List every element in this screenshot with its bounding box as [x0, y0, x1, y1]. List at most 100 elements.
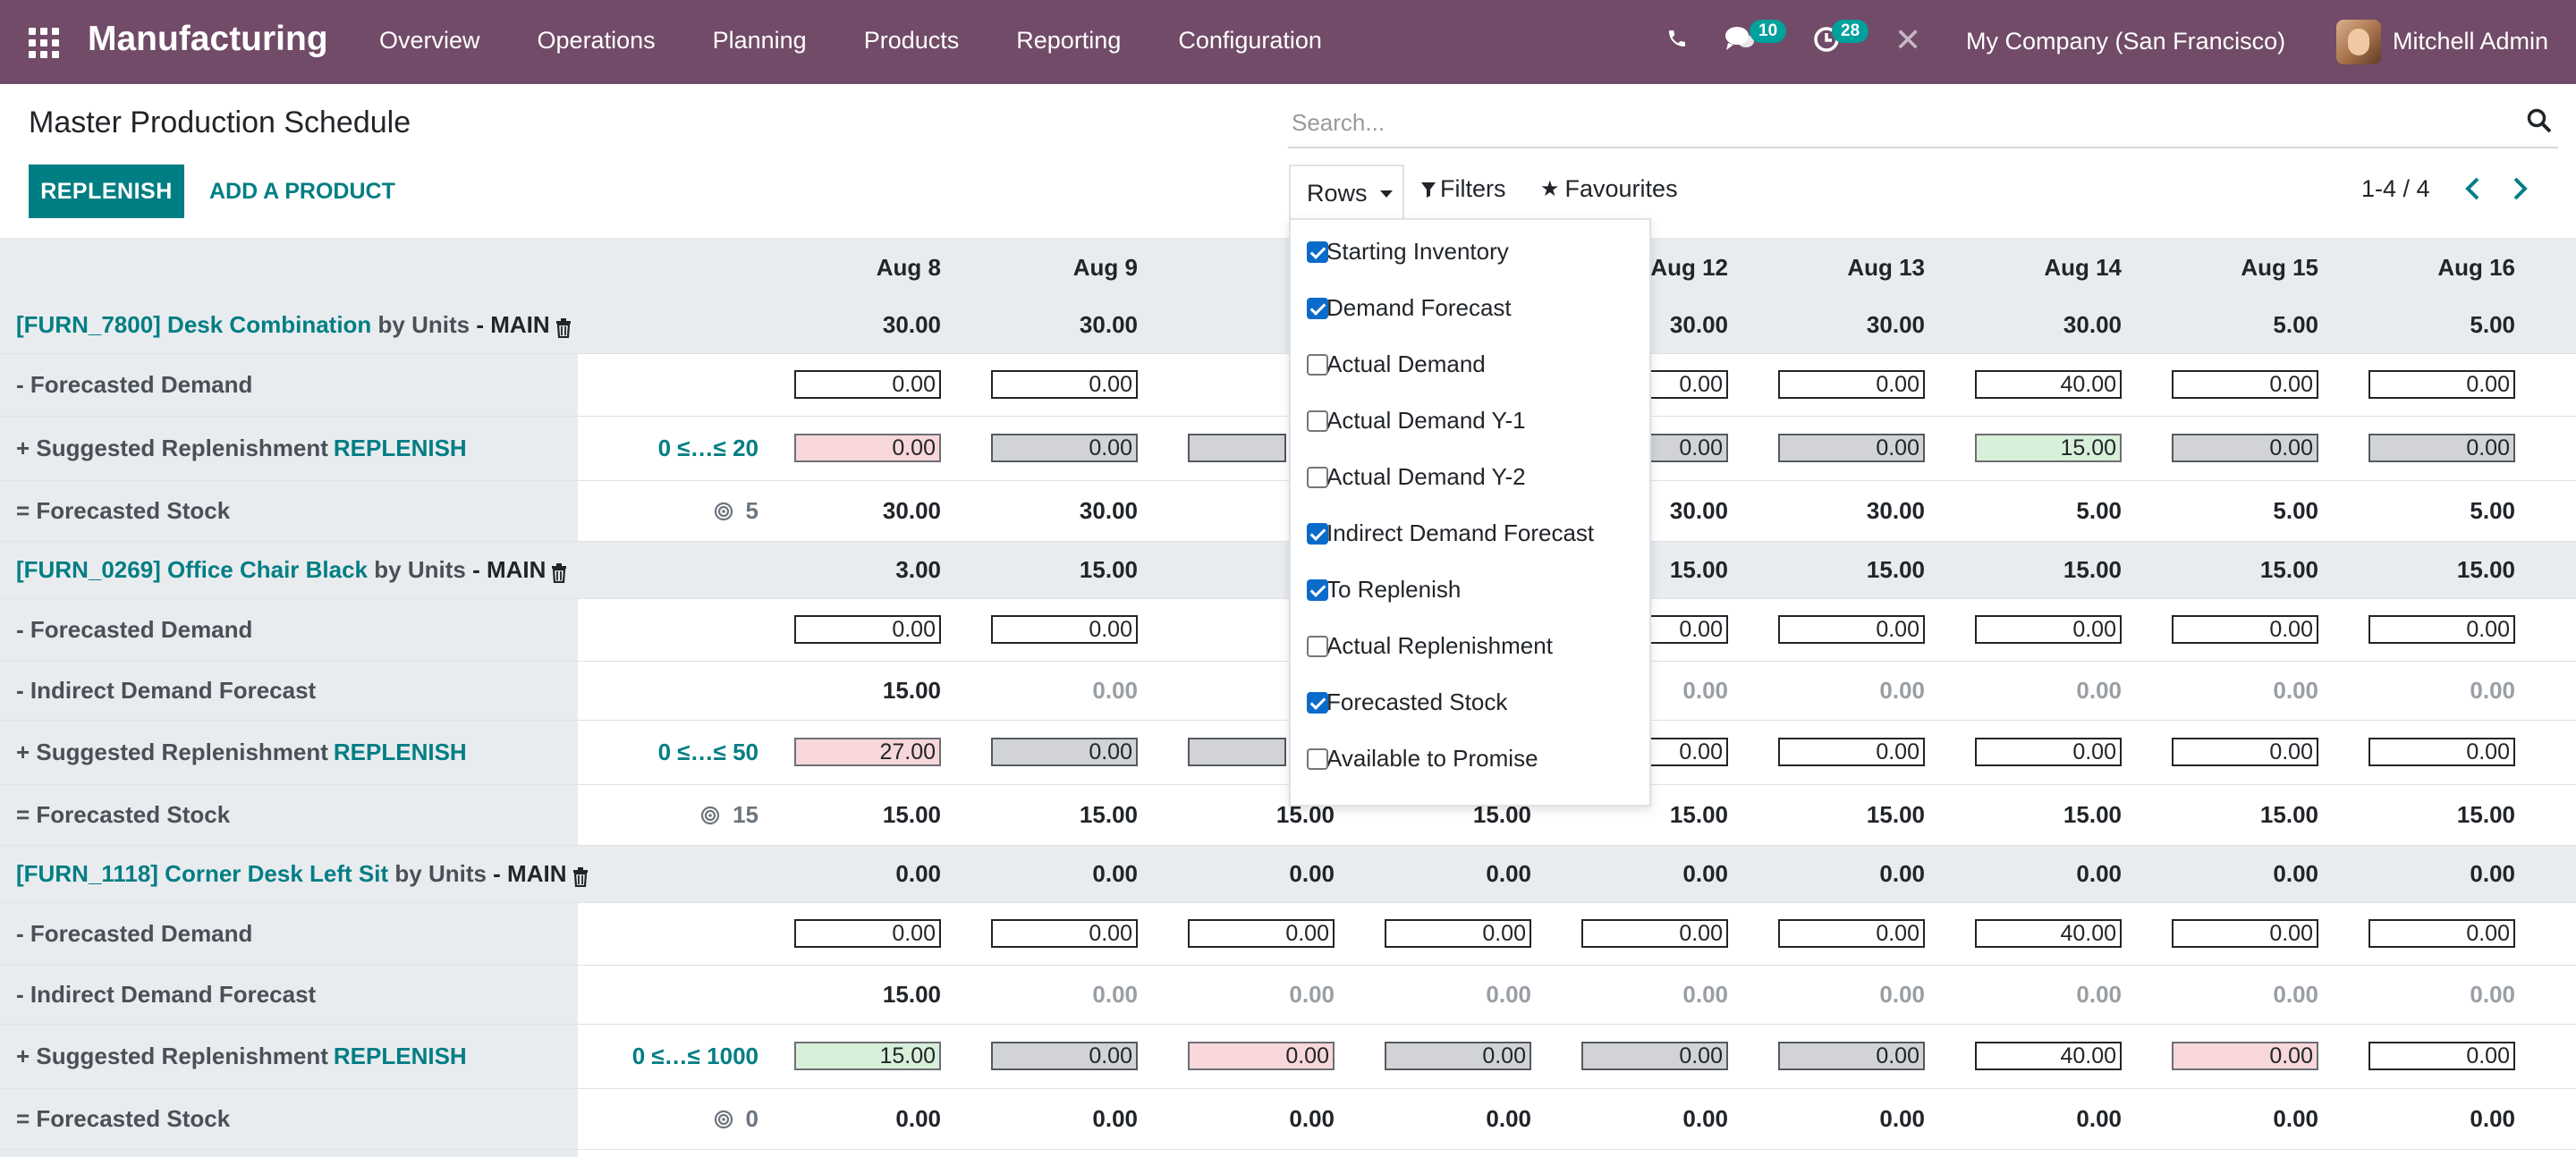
replenish-input[interactable]	[1975, 738, 2122, 766]
forecasted-demand-input[interactable]	[2172, 370, 2318, 399]
replenish-input[interactable]	[1778, 434, 1925, 462]
checkbox-unchecked[interactable]	[1307, 410, 1328, 432]
checkbox-unchecked[interactable]	[1307, 748, 1328, 770]
search-icon[interactable]	[2526, 107, 2553, 134]
replenish-input[interactable]	[1385, 1042, 1531, 1070]
phone-icon[interactable]	[1666, 27, 1688, 56]
safety-stock[interactable]: 15	[700, 801, 758, 829]
forecasted-demand-input[interactable]	[1385, 919, 1531, 948]
forecasted-demand-input[interactable]	[794, 615, 941, 644]
forecasted-demand-input[interactable]	[794, 370, 941, 399]
replenish-input[interactable]	[1188, 434, 1286, 462]
filters-button[interactable]: Filters	[1420, 175, 1506, 203]
replenish-input[interactable]	[794, 434, 941, 462]
messages-icon[interactable]	[1724, 25, 1755, 52]
safety-range[interactable]: 0 ≤…≤ 20	[657, 435, 758, 461]
forecasted-demand-input[interactable]	[991, 615, 1138, 644]
forecasted-demand-input[interactable]	[991, 370, 1138, 399]
trash-icon[interactable]	[572, 866, 589, 888]
rows-option[interactable]: Demand Forecast	[1307, 294, 1512, 322]
replenish-input[interactable]	[1581, 1042, 1728, 1070]
trash-icon[interactable]	[555, 317, 572, 339]
safety-range[interactable]: 0 ≤…≤ 50	[657, 739, 758, 765]
checkbox-checked[interactable]	[1307, 692, 1328, 714]
checkbox-checked[interactable]	[1307, 523, 1328, 545]
product-name-link[interactable]: [FURN_7800] Desk Combination	[16, 311, 372, 338]
checkbox-unchecked[interactable]	[1307, 636, 1328, 657]
replenish-input[interactable]	[2368, 738, 2515, 766]
rows-option[interactable]: Actual Demand Y-2	[1307, 463, 1526, 491]
menu-configuration[interactable]: Configuration	[1178, 27, 1322, 54]
rows-option[interactable]: Actual Demand Y-1	[1307, 407, 1526, 435]
replenish-row-link[interactable]: REPLENISH	[333, 435, 467, 461]
forecasted-demand-input[interactable]	[2368, 370, 2515, 399]
forecasted-demand-input[interactable]	[991, 919, 1138, 948]
rows-option[interactable]: Starting Inventory	[1307, 238, 1509, 266]
replenish-input[interactable]	[2172, 434, 2318, 462]
pager-value[interactable]: 1-4 / 4	[2361, 175, 2430, 202]
rows-option[interactable]: Actual Demand	[1307, 350, 1486, 378]
pager-previous-icon[interactable]	[2462, 175, 2485, 202]
replenish-input[interactable]	[1188, 1042, 1335, 1070]
replenish-input[interactable]	[1778, 1042, 1925, 1070]
replenish-input[interactable]	[2172, 1042, 2318, 1070]
replenish-input[interactable]	[2172, 738, 2318, 766]
replenish-input[interactable]	[991, 1042, 1138, 1070]
replenish-input[interactable]	[1975, 434, 2122, 462]
company-switcher[interactable]: My Company (San Francisco)	[1966, 28, 2286, 55]
forecasted-demand-input[interactable]	[1975, 370, 2122, 399]
forecasted-demand-input[interactable]	[794, 919, 941, 948]
checkbox-checked[interactable]	[1307, 298, 1328, 319]
forecasted-demand-input[interactable]	[2172, 615, 2318, 644]
replenish-input[interactable]	[2368, 1042, 2515, 1070]
replenish-row-link[interactable]: REPLENISH	[333, 739, 467, 765]
rows-option[interactable]: Forecasted Stock	[1307, 688, 1507, 716]
favourites-button[interactable]: ★ Favourites	[1540, 175, 1678, 203]
safety-range[interactable]: 0 ≤…≤ 1000	[631, 1043, 758, 1069]
forecasted-demand-input[interactable]	[2368, 615, 2515, 644]
forecasted-demand-input[interactable]	[1975, 919, 2122, 948]
replenish-input[interactable]	[991, 434, 1138, 462]
apps-menu-icon[interactable]	[29, 28, 59, 58]
forecasted-demand-input[interactable]	[2368, 919, 2515, 948]
replenish-input[interactable]	[1778, 738, 1925, 766]
product-name-link[interactable]: [FURN_1118] Corner Desk Left Sit	[16, 860, 389, 887]
app-name[interactable]: Manufacturing	[88, 20, 328, 58]
safety-stock[interactable]: 0	[714, 1105, 758, 1133]
debug-tools-icon[interactable]: ✕	[1894, 21, 1922, 58]
safety-stock[interactable]: 5	[714, 497, 758, 525]
forecasted-demand-input[interactable]	[1778, 919, 1925, 948]
rows-option[interactable]: Available to Promise	[1307, 745, 1538, 773]
forecasted-demand-input[interactable]	[1188, 919, 1335, 948]
menu-planning[interactable]: Planning	[712, 27, 807, 54]
rows-option[interactable]: Indirect Demand Forecast	[1307, 519, 1594, 547]
pager-next-icon[interactable]	[2508, 175, 2531, 202]
replenish-input[interactable]	[794, 1042, 941, 1070]
rows-option[interactable]: Actual Replenishment	[1307, 632, 1553, 660]
menu-products[interactable]: Products	[863, 27, 960, 54]
forecasted-demand-input[interactable]	[1581, 919, 1728, 948]
checkbox-unchecked[interactable]	[1307, 354, 1328, 376]
trash-icon[interactable]	[551, 562, 567, 584]
forecasted-demand-input[interactable]	[1778, 370, 1925, 399]
replenish-input[interactable]	[2368, 434, 2515, 462]
checkbox-unchecked[interactable]	[1307, 467, 1328, 488]
search-input[interactable]	[1290, 106, 2510, 139]
user-menu[interactable]: Mitchell Admin	[2393, 28, 2549, 55]
replenish-input[interactable]	[991, 738, 1138, 766]
menu-operations[interactable]: Operations	[537, 27, 656, 54]
rows-option[interactable]: To Replenish	[1307, 576, 1461, 604]
forecasted-demand-input[interactable]	[2172, 919, 2318, 948]
add-product-button[interactable]: ADD A PRODUCT	[199, 165, 406, 218]
replenish-button[interactable]: REPLENISH	[29, 165, 184, 218]
replenish-input[interactable]	[1188, 738, 1286, 766]
checkbox-checked[interactable]	[1307, 241, 1328, 263]
forecasted-demand-input[interactable]	[1778, 615, 1925, 644]
checkbox-checked[interactable]	[1307, 579, 1328, 601]
product-name-link[interactable]: [FURN_0269] Office Chair Black	[16, 556, 369, 583]
replenish-input[interactable]	[1975, 1042, 2122, 1070]
forecasted-demand-input[interactable]	[1975, 615, 2122, 644]
menu-reporting[interactable]: Reporting	[1016, 27, 1122, 54]
replenish-row-link[interactable]: REPLENISH	[333, 1043, 467, 1069]
rows-dropdown-toggle[interactable]: Rows	[1289, 165, 1404, 220]
